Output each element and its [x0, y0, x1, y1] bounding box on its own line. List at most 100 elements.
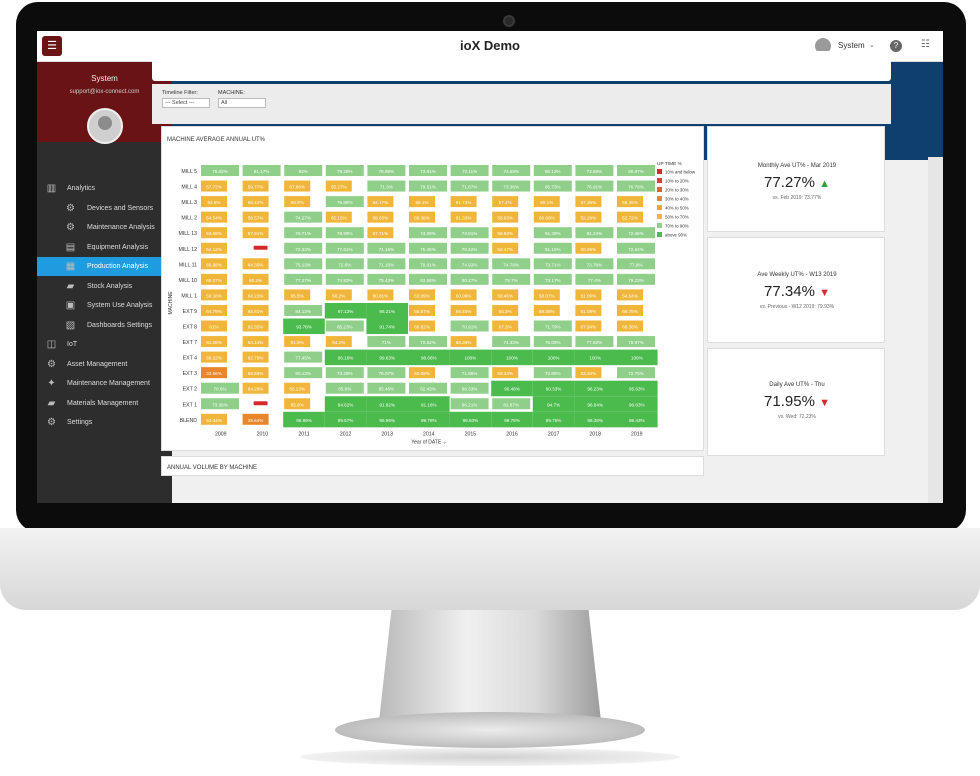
heatmap-cell-label: 91.82% [379, 402, 395, 407]
dashboard-icon: ▧ [65, 319, 76, 331]
row-label: EXT 9 [183, 309, 197, 315]
heatmap-cell-label: 86.33% [462, 387, 478, 392]
list-menu-icon[interactable]: ☷ [921, 39, 930, 50]
heatmap-cell-label: 73.68% [587, 169, 603, 174]
heatmap-cell [367, 273, 406, 285]
heatmap-cell-label: 85.48% [379, 387, 395, 392]
heatmap-cell [367, 165, 406, 176]
heatmap-cell [492, 196, 519, 208]
heatmap-chart: MILL 5 76.02% 81.17% 83% 79.28% 78.98% 73.61% 7… [168, 161, 696, 445]
column-label: 2017 [548, 431, 560, 437]
heatmap-cell-label: 99.75% [546, 418, 562, 423]
heatmap-cell [575, 289, 602, 301]
sidebar-item-materials-management[interactable]: ▰ Materials Management [37, 394, 172, 413]
heatmap-cell-label: 73.61% [420, 169, 436, 174]
user-menu-label[interactable]: System [838, 41, 865, 50]
heatmap-cell-label: 95.99% [296, 418, 312, 423]
sidebar-item-stock-analysis[interactable]: ▰ Stock Analysis [37, 277, 172, 296]
heatmap-cell-label: 99.78% [421, 418, 437, 423]
help-icon[interactable]: ? [890, 40, 902, 52]
heatmap-cell-label: 75.13% [295, 262, 311, 267]
column-label: 2015 [465, 431, 477, 437]
heatmap-cell-label: 66.75% [622, 309, 638, 314]
heatmap-cell-label: 80.13% [545, 169, 561, 174]
heatmap-cell-label: 61.9% [291, 340, 304, 345]
machine-filter-select[interactable]: All [218, 98, 266, 108]
heatmap-cell [450, 196, 477, 208]
sidebar-item-maintenance-management[interactable]: ✦ Maintenance Management [37, 374, 172, 393]
profile-avatar-icon[interactable] [87, 108, 123, 144]
heatmap-cell [409, 273, 447, 285]
heatmap-cell-label: 70.62% [420, 340, 436, 345]
clipboard-icon: ▦ [65, 261, 76, 272]
row-label: EXT 3 [183, 371, 197, 377]
heatmap-cell [242, 367, 269, 379]
heatmap-cell-label: 72.64% [628, 247, 644, 252]
heatmap-cell [533, 289, 560, 301]
heatmap-cell-label: 73.78% [587, 262, 603, 267]
heatmap-cell-label: 58.93% [497, 216, 513, 221]
heatmap-cell [617, 165, 655, 176]
heatmap-cell-label: 56.2% [332, 293, 345, 298]
heatmap-cell-label: 61.33% [456, 216, 472, 221]
sidebar-item-label: Settings [67, 419, 93, 426]
app-title: ioX Demo [460, 38, 520, 53]
heatmap-cell [450, 382, 489, 394]
sidebar-item-label: Analytics [67, 185, 96, 192]
heatmap-cell-label: 67.94% [581, 325, 597, 330]
heatmap-cell-label: 33.56% [206, 371, 222, 376]
heatmap-cell [492, 336, 531, 348]
heatmap-cell [617, 289, 643, 301]
hamburger-menu-button[interactable]: ☰ [42, 36, 62, 56]
heatmap-cell-label: 72.6% [338, 262, 351, 267]
heatmap-cell [533, 336, 572, 348]
kpi-card-monthly: Monthly Ave UT% - Mar 2019 77.27% ▲ vs. … [707, 126, 885, 232]
user-avatar-icon[interactable] [815, 38, 831, 54]
heatmap-cell-label: 77.45% [295, 356, 311, 361]
sidebar-item-devices-and-sensors[interactable]: ⚙ Devices and Sensors [37, 199, 172, 218]
sidebar-item-iot[interactable]: ◫ IoT [37, 335, 172, 354]
heatmap-cell [325, 196, 364, 208]
heatmap-cell-label: 64.22% [248, 293, 264, 298]
sidebar-item-maintenance-analysis[interactable]: ⚙ Maintenance Analysis [37, 218, 172, 237]
row-label: MILL 12 [178, 247, 197, 253]
heatmap-cell [575, 180, 614, 192]
sidebar-item-system-use-analysis[interactable]: ▣ System Use Analysis [37, 296, 172, 315]
sidebar-item-production-analysis[interactable]: ▦ Production Analysis [37, 257, 172, 276]
heatmap-cell-label: 54.54% [206, 216, 222, 221]
heatmap-cell [574, 349, 616, 366]
heatmap-cell [449, 349, 492, 366]
heatmap-cell [617, 227, 655, 239]
heatmap-cell [325, 382, 364, 394]
heatmap-cell [533, 165, 572, 176]
timeline-filter-select[interactable]: --- Select --- [162, 98, 210, 108]
heatmap-cell-label: 69.34% [497, 371, 513, 376]
heatmap-cell [242, 320, 269, 332]
sidebar-item-analytics[interactable]: ▥ Analytics [37, 179, 172, 198]
heatmap-cell-label: 73.36% [212, 402, 228, 407]
sidebar-item-equipment-analysis[interactable]: ▤ Equipment Analysis [37, 238, 172, 257]
heatmap-cell [491, 380, 533, 397]
sidebar-item-asset-management[interactable]: ⚙ Asset Management [37, 355, 172, 374]
heatmap-cell-label: 54.54% [622, 293, 638, 298]
sidebar-item-settings[interactable]: ⚙ Settings [37, 413, 172, 432]
heatmap-cell [450, 304, 477, 316]
heatmap-cell-label: 78.99% [337, 231, 353, 236]
row-label: MILL 10 [178, 278, 197, 284]
kpi-label: Ave Weekly UT% - W13 2019 [757, 272, 837, 278]
column-label: 2012 [340, 431, 352, 437]
heatmap-cell [367, 367, 406, 379]
heatmap-cell [284, 196, 311, 208]
heatmap-cell-label: 82.87% [503, 402, 519, 407]
sidebar-item-dashboards-settings[interactable]: ▧ Dashboards Settings [37, 316, 172, 335]
chevron-down-icon[interactable]: ⌄ [869, 42, 875, 49]
legend-swatch [657, 169, 662, 174]
forklift-icon: ▰ [66, 280, 75, 292]
heatmap-cell-label: 72.33% [295, 247, 311, 252]
heatmap-cell [532, 380, 575, 397]
heatmap-cell-label: 78.97% [628, 340, 644, 345]
heatmap-cell-label: 60.01% [373, 293, 389, 298]
heatmap-cell [450, 180, 489, 192]
heatmap-cell-label: 82.43% [420, 387, 436, 392]
